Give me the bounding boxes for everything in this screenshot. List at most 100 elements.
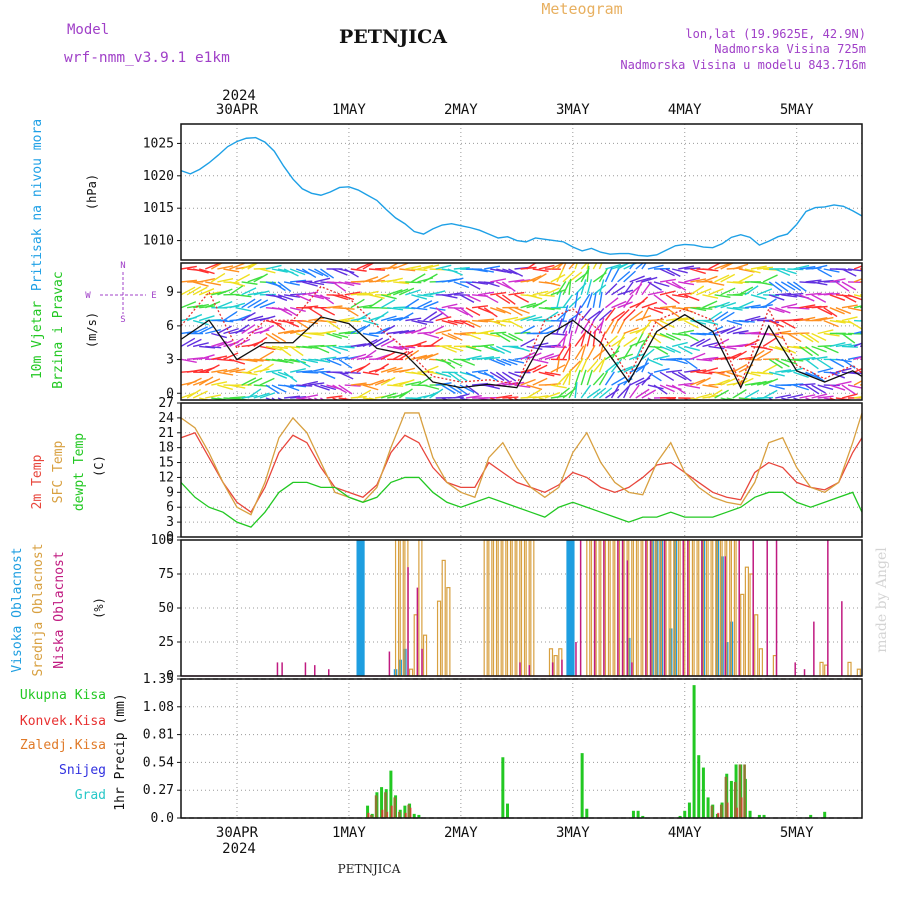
wind-arrow bbox=[259, 345, 276, 351]
cloud-ytick-label: 25 bbox=[158, 635, 174, 650]
wind-arrow bbox=[696, 338, 711, 348]
wind-arrow bbox=[441, 319, 458, 326]
wind-arrow bbox=[490, 307, 506, 314]
wind-arrow bbox=[556, 267, 565, 283]
wind-arrow bbox=[665, 332, 682, 341]
wind-arrow bbox=[641, 306, 650, 321]
wind-arrow bbox=[750, 265, 767, 270]
wind-arrow bbox=[241, 311, 256, 322]
wind-arrow bbox=[192, 319, 209, 326]
wind-arrow bbox=[775, 292, 792, 296]
wind-arrow bbox=[308, 268, 324, 277]
wind-arrow bbox=[259, 350, 275, 360]
wind-arrow bbox=[762, 389, 778, 399]
wind-arrow bbox=[854, 319, 862, 322]
precip-ytick-label: 0.54 bbox=[143, 755, 174, 770]
wind-arrow bbox=[374, 363, 390, 373]
bottom-day-label: 30APR bbox=[216, 825, 259, 841]
wind-arrow bbox=[192, 281, 209, 287]
wind-arrow bbox=[775, 307, 791, 314]
wind-arrow bbox=[326, 395, 343, 399]
wind-arrow bbox=[314, 277, 331, 283]
station-title: PETNJICA bbox=[339, 26, 447, 48]
wind-arrow bbox=[423, 273, 438, 283]
cloud-bar-1 bbox=[665, 539, 670, 677]
wind-arrow bbox=[302, 281, 318, 287]
wind-arrow bbox=[696, 358, 713, 362]
wind-ylabel-2: Brzina i Pravac bbox=[51, 271, 66, 388]
wind-arrow bbox=[550, 319, 567, 322]
compass-s: S bbox=[120, 315, 125, 325]
wind-arrow bbox=[738, 273, 754, 283]
wind-arrow bbox=[217, 277, 234, 283]
wind-arrow bbox=[247, 388, 262, 399]
wind-arrow bbox=[720, 326, 736, 335]
wind-arrow bbox=[514, 294, 529, 303]
wind-arrow bbox=[647, 397, 653, 400]
wind-arrow bbox=[738, 319, 755, 323]
wind-arrow bbox=[265, 369, 282, 373]
wind-arrow bbox=[362, 276, 379, 283]
top-day-label: 30APR bbox=[216, 102, 259, 118]
wind-arrow bbox=[417, 354, 434, 360]
wind-arrow bbox=[774, 268, 791, 277]
wind-arrow bbox=[750, 380, 767, 386]
wind-arrow bbox=[520, 338, 535, 348]
wind-arrow bbox=[399, 379, 415, 386]
wind-arrow bbox=[314, 384, 330, 391]
wind-arrow bbox=[841, 268, 857, 277]
wind-arrow bbox=[787, 367, 804, 373]
temp-ytick-label: 12 bbox=[158, 470, 174, 485]
wind-arrow bbox=[217, 319, 234, 323]
pressure-border bbox=[180, 123, 863, 261]
wind-arrow bbox=[683, 332, 699, 342]
cloud-unit: (%) bbox=[92, 597, 106, 619]
wind-arrow bbox=[781, 294, 798, 298]
cloud-bar-1 bbox=[497, 539, 502, 677]
wind-arrow bbox=[423, 365, 439, 373]
wind-arrow bbox=[623, 294, 634, 309]
wind-arrow bbox=[689, 285, 705, 296]
wind-arrow bbox=[271, 332, 286, 343]
wind-arrow bbox=[283, 329, 300, 335]
wind-arrow bbox=[186, 313, 203, 322]
wind-arrow bbox=[501, 281, 516, 292]
wind-arrow bbox=[532, 268, 549, 272]
wind-arrow bbox=[738, 300, 754, 309]
cloud-bar-1 bbox=[422, 634, 428, 677]
wind-arrow bbox=[392, 350, 408, 360]
wind-arrow bbox=[556, 291, 562, 308]
wind-arrow bbox=[289, 329, 306, 335]
wind-arrow bbox=[362, 371, 379, 376]
cloud-panel: 0 25 50 75 100 bbox=[151, 533, 863, 684]
wind-arrow bbox=[538, 325, 554, 335]
cloud-ytick-label: 100 bbox=[151, 533, 174, 548]
wind-arrow bbox=[301, 268, 317, 279]
wind-arrow bbox=[387, 277, 403, 283]
wind-arrow bbox=[616, 318, 626, 334]
wind-arrow bbox=[756, 281, 773, 286]
wind-arrow bbox=[762, 337, 777, 347]
wind-arrow bbox=[398, 312, 414, 322]
wind-arrow bbox=[532, 395, 549, 399]
legend-hail: Grad bbox=[75, 788, 106, 803]
bottom-day-label: 5MAY bbox=[780, 825, 814, 841]
wind-arrow bbox=[241, 371, 258, 376]
wind-arrow bbox=[392, 391, 409, 399]
wind-arrow bbox=[604, 283, 618, 296]
wind-arrow bbox=[684, 267, 701, 270]
wind-arrow bbox=[829, 371, 845, 379]
wind-arrow bbox=[756, 379, 773, 386]
wind-arrow bbox=[338, 345, 355, 349]
wind-arrow bbox=[617, 385, 630, 399]
wind-arrow bbox=[562, 357, 571, 373]
wind-arrow bbox=[332, 397, 339, 400]
wind-arrow bbox=[708, 263, 722, 270]
wind-arrow bbox=[277, 358, 294, 364]
wind-arrow bbox=[417, 300, 433, 309]
wind-arrow bbox=[799, 345, 813, 357]
wind-arrow bbox=[623, 281, 634, 296]
wind-arrow bbox=[659, 268, 675, 277]
wind-arrow bbox=[289, 307, 306, 312]
